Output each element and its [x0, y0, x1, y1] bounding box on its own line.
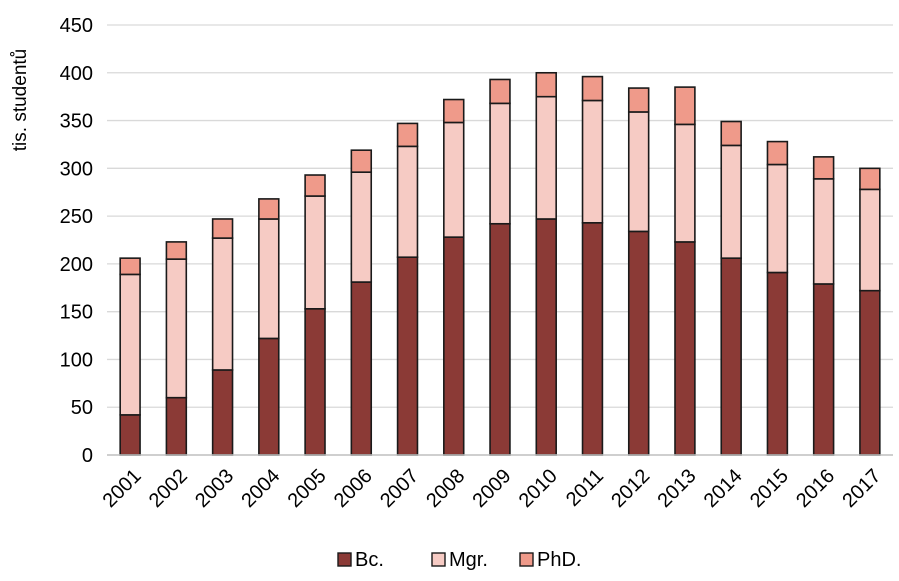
bar-segment-bc — [720, 257, 742, 456]
y-tick-label: 200 — [60, 254, 93, 276]
bar-segment-bc — [443, 236, 465, 456]
y-tick-label: 100 — [60, 349, 93, 371]
legend-label: PhD. — [537, 549, 581, 571]
bar-segment-bc — [859, 289, 881, 456]
bar-segment-mgr — [489, 102, 511, 225]
legend-swatch — [519, 552, 534, 567]
bar-segment-bc — [350, 281, 373, 456]
bar-segment-phd — [812, 156, 835, 180]
bar-segment-mgr — [627, 111, 650, 233]
bar-segment-bc — [812, 283, 835, 456]
x-tick-label: 2008 — [422, 465, 469, 512]
bar-segment-phd — [627, 87, 650, 113]
y-tick-label: 400 — [60, 63, 93, 85]
bar-segment-bc — [396, 256, 419, 456]
y-tick-label: 350 — [60, 111, 93, 133]
bar-segment-mgr — [674, 123, 696, 243]
y-tick-label: 50 — [71, 397, 93, 419]
x-tick-label: 2006 — [330, 465, 377, 512]
bar-segment-mgr — [720, 144, 742, 259]
x-tick-label: 2004 — [237, 465, 284, 512]
y-tick-label: 250 — [60, 206, 93, 228]
bar-segment-bc — [766, 271, 789, 456]
bar-segment-mgr — [119, 273, 141, 416]
bar-segment-phd — [766, 140, 789, 166]
x-tick-label: 2012 — [607, 465, 654, 512]
bar-segment-mgr — [304, 195, 326, 310]
y-axis-label: tis. studentů — [10, 49, 31, 151]
bar-segment-mgr — [165, 258, 188, 399]
bar-segment-bc — [258, 337, 280, 456]
x-tick-label: 2017 — [838, 465, 885, 512]
legend-label: Bc. — [355, 549, 384, 571]
x-tick-label: 2014 — [700, 465, 747, 512]
y-axis-ticks: 0 50 100 150 200 250 300 350 400 450 — [60, 15, 93, 467]
bar-segment-phd — [535, 71, 557, 98]
bar-segment-bc — [119, 414, 141, 456]
legend: Bc. Mgr. PhD. — [337, 549, 581, 571]
x-tick-label: 2016 — [792, 465, 839, 512]
bar-segment-phd — [720, 120, 742, 147]
x-tick-label: 2015 — [746, 465, 793, 512]
bar-segment-phd — [581, 75, 604, 102]
legend-swatch — [337, 552, 352, 567]
x-tick-label: 2009 — [469, 465, 516, 512]
y-tick-label: 0 — [82, 445, 93, 467]
x-tick-label: 2005 — [284, 465, 331, 512]
y-tick-label: 300 — [60, 158, 93, 180]
x-tick-label: 2011 — [562, 465, 608, 511]
bar-segment-phd — [396, 122, 419, 148]
x-tick-label: 2001 — [99, 465, 146, 512]
bar-segment-phd — [119, 257, 141, 276]
bar-segment-bc — [489, 222, 511, 456]
bar-segment-bc — [535, 218, 557, 456]
x-tick-label: 2007 — [376, 465, 423, 512]
legend-label: Mgr. — [449, 549, 488, 571]
bar-segment-mgr — [859, 188, 881, 292]
bar-segment-bc — [581, 222, 604, 456]
bar-segment-mgr — [581, 99, 604, 224]
bar-segment-mgr — [258, 218, 280, 340]
y-tick-label: 150 — [60, 302, 93, 324]
bar-segment-phd — [165, 241, 188, 260]
x-tick-label: 2010 — [515, 465, 562, 512]
bar-segment-bc — [165, 396, 188, 456]
bar-segment-mgr — [396, 145, 419, 259]
x-tick-label: 2002 — [145, 465, 192, 512]
bar-segment-phd — [489, 78, 511, 105]
bar-segment-phd — [859, 167, 881, 191]
bar-segment-mgr — [535, 95, 557, 220]
bar-segment-phd — [211, 218, 234, 239]
bar-segment-phd — [443, 98, 465, 124]
x-tick-label: 2013 — [653, 465, 700, 512]
bar-segment-phd — [304, 174, 326, 197]
y-tick-label: 450 — [60, 15, 93, 37]
bar-segment-bc — [674, 241, 696, 456]
legend-swatch — [431, 552, 446, 567]
bar-segment-phd — [674, 86, 696, 126]
bar-segment-mgr — [812, 178, 835, 285]
bar-segment-phd — [350, 149, 373, 173]
bar-segment-mgr — [766, 163, 789, 274]
bar-segment-bc — [211, 369, 234, 456]
x-axis-ticks: 2001 2002 2003 2004 2005 2006 2007 2008 2009 2010… — [99, 465, 886, 512]
bar-segment-mgr — [211, 237, 234, 371]
bar-segment-mgr — [350, 171, 373, 283]
bar-segment-phd — [258, 198, 280, 220]
bar-segment-mgr — [443, 121, 465, 238]
bar-segment-bc — [627, 230, 650, 456]
bar-segment-bc — [304, 307, 326, 456]
x-tick-label: 2003 — [191, 465, 238, 512]
